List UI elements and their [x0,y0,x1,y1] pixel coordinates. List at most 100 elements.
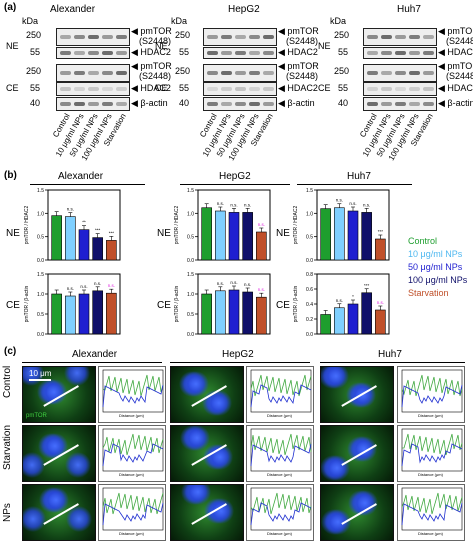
profile-xlabel-hepg2-nps: Distance (μm) [267,531,292,536]
bar-label-2-2: n.s. [349,201,356,206]
micrograph-alexander-starvation [22,425,96,482]
ylabel-5: pmTOR / β-actin [293,285,299,322]
blot-huh7-2 [363,64,437,82]
mw-250-bottom-hepg2: 250 [175,66,191,76]
legend-10: 10 μg/ml NPs [408,249,463,259]
legend-50: 50 μg/ml NPs [408,262,463,272]
profile-xlabel-hepg2-starvation: Distance (μm) [267,472,292,477]
ce-label-alexander: CE [6,83,19,93]
bar-2-3 [361,212,372,261]
profile-xlabel-alexander-nps: Distance (μm) [119,531,144,536]
micro-title-hepg2: HepG2 [222,349,254,360]
bar-label-4-1: n.s. [217,281,224,286]
ytick-label-3-3: 1.5 [37,272,44,278]
bar-5-2 [347,303,359,335]
mw-55-top-alexander: 55 [30,47,41,57]
ce-label-huh7: CE [318,83,331,93]
scale-label: 10 μm [29,369,52,378]
bar-label-1-2: n.s. [230,202,237,207]
ytick-label-5-0: 0.0 [306,332,313,338]
band-hdac2-top-hepg2: ◀ HDAC2 [278,47,318,57]
micrograph-huh7-control [320,366,394,423]
row-label-nps: NPs [2,503,13,522]
bar-5-1 [334,307,345,335]
bar-label-0-1: n.s. [67,207,74,212]
legend-control: Control [408,236,438,246]
micrograph-hepg2-control [170,366,244,423]
profile-xlabel-huh7-nps: Distance (μm) [418,531,443,536]
blot-huh7-4 [363,97,437,111]
kda-label-hepg2: kDa [171,16,188,26]
bar-title-huh7: Huh7 [347,171,371,182]
band-hdac2-bottom-huh7: ◀ HDAC2 [438,83,473,93]
bar-label-2-1: n.s. [336,198,343,203]
ytick-label-4-3: 1.5 [187,272,194,278]
bar-3-1 [65,295,76,335]
ytick-label-4-1: 0.5 [187,312,194,318]
band-s2448-bottom-alexander: (S2448) [139,71,172,81]
panel-label-a: (a) [4,2,17,13]
bar-2-4 [375,238,386,261]
ytick-label-2-3: 1.5 [306,188,313,194]
mw-250-top-huh7: 250 [334,30,350,40]
micro-title-alexander: Alexander [72,349,118,360]
bar-3-0 [51,293,62,335]
blot-alexander-0 [56,28,130,46]
micrograph-huh7-nps [320,484,394,541]
bar-label-0-3: *** [95,228,101,233]
blot-hepg2-3 [203,82,277,96]
fraction-label-ne-b: NE [6,228,20,239]
fraction-label-ne-b3: NE [276,228,290,239]
ytick-label-0-0: 0.0 [37,258,44,264]
profile-plot-huh7-control: Distance (μm) [397,366,465,423]
micro-title-huh7: Huh7 [378,349,402,360]
profile-plot-hepg2-nps: Distance (μm) [246,484,314,541]
band-pmtor-top-huh7: ◀ pmTOR [438,26,473,36]
bar-label-0-4: *** [109,230,115,235]
band-pmtor-bottom-huh7: ◀ pmTOR [438,61,473,71]
bar-label-2-4: *** [378,229,384,234]
bar-1-4 [256,231,267,261]
blot-hepg2-0 [203,28,277,46]
ytick-label-2-2: 1.0 [306,211,313,217]
ytick-label-1-0: 0.0 [187,258,194,264]
ytick-label-2-0: 0.0 [306,258,313,264]
bar-2-0 [320,208,331,261]
bar-label-4-4: n.s. [258,287,265,292]
bar-0-2 [78,229,90,261]
profile-plot-huh7-nps: Distance (μm) [397,484,465,541]
mw-55-bottom-hepg2: 55 [179,83,190,93]
bar-5-4 [375,309,386,335]
bar-label-1-3: n.s. [244,202,251,207]
ne-label-alexander: NE [6,41,19,51]
mw-55-bottom-huh7: 55 [338,83,349,93]
bar-label-3-3: n.s. [94,281,101,286]
band-s2448-top-alexander: (S2448) [139,36,172,46]
bar-0-1 [65,216,76,261]
blot-hepg2-4 [203,97,277,111]
mw-40-bottom-huh7: 40 [338,98,349,108]
mw-250-bottom-huh7: 250 [334,66,350,76]
bar-1-0 [201,207,212,261]
ytick-label-0-1: 0.5 [37,235,44,241]
bar-label-5-4: n.s. [377,300,384,305]
bar-4-1 [215,290,226,335]
mw-40-bottom-hepg2: 40 [179,98,190,108]
bar-label-5-2: * [352,294,354,299]
band-pmtor-bottom-alexander: ◀ pmTOR [131,61,172,71]
kda-label-huh7: kDa [330,16,347,26]
bar-0-4 [106,240,117,261]
ytick-label-5-4: 0.8 [306,272,313,278]
mw-55-bottom-alexander: 55 [30,83,41,93]
band-s2448-top-hepg2: (S2448) [286,36,319,46]
band-hdac2-top-alexander: ◀ HDAC2 [131,47,171,57]
cell-title-huh7: Huh7 [397,4,421,15]
blot-alexander-2 [56,64,130,82]
micrograph-alexander-nps [22,484,96,541]
band-actin-bottom-huh7: ◀ β-actin [438,98,473,108]
blot-alexander-3 [56,82,130,96]
fraction-label-ce-b3: CE [276,300,290,311]
ytick-label-5-1: 0.2 [306,317,313,323]
bar-0-0 [51,215,62,261]
